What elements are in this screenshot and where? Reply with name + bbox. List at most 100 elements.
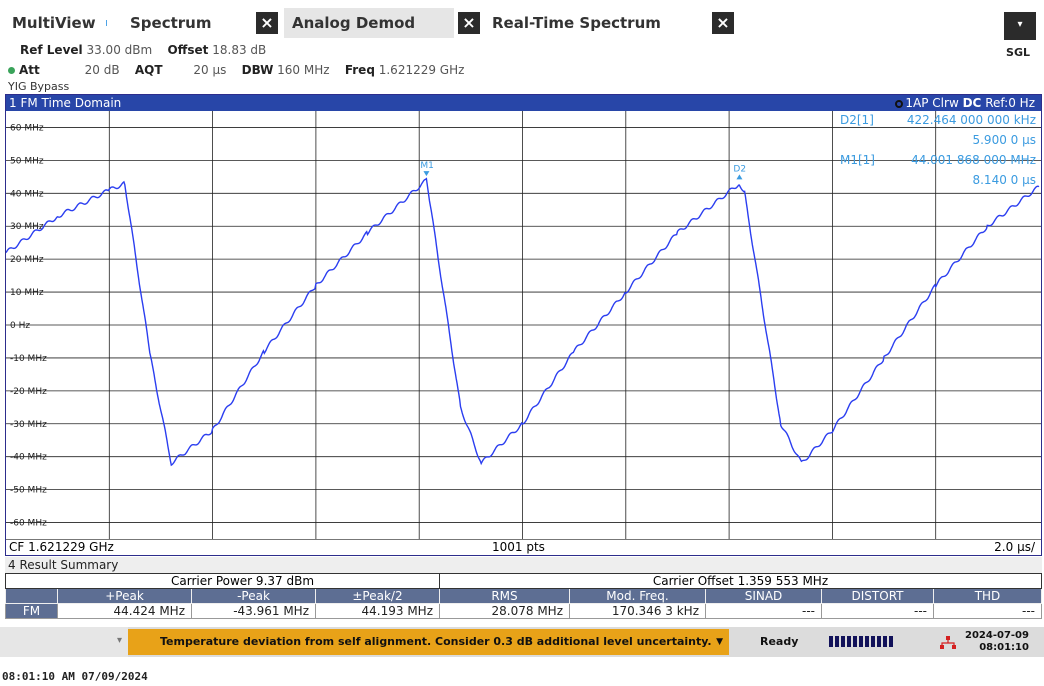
time-per-div: 2.0 µs/ <box>994 540 1035 554</box>
table-cell: 44.424 MHz <box>57 603 192 619</box>
result-summary-table: Carrier Power 9.37 dBm Carrier Offset 1.… <box>5 573 1042 619</box>
offset-label: Offset <box>167 43 209 57</box>
marker-d2-name: D2[1] <box>840 113 874 127</box>
table-cell: --- <box>821 603 934 619</box>
carrier-power: Carrier Power 9.37 dBm <box>5 573 440 589</box>
marker-m1-symbol <box>423 171 430 177</box>
dc-coupling-label: DC <box>962 96 982 110</box>
column-header: -Peak <box>191 588 316 604</box>
y-tick-label: -20 MHz <box>10 387 47 397</box>
marker-d2-time: 5.900 0 µs <box>972 133 1036 147</box>
row-label-fm: FM <box>5 603 58 619</box>
marker-m1-value: 44.001 868 000 MHz <box>911 153 1036 167</box>
att-status-icon <box>8 67 15 74</box>
dbw-value[interactable]: 160 MHz <box>277 63 330 77</box>
points-count: 1001 pts <box>492 540 545 554</box>
tab-spectrum[interactable]: Spectrum <box>122 8 282 38</box>
att-value[interactable]: 20 dB <box>84 63 120 77</box>
marker-m1-name: M1[1] <box>840 153 875 167</box>
warning-message[interactable]: Temperature deviation from self alignmen… <box>128 629 729 655</box>
table-cell: --- <box>705 603 822 619</box>
column-header: Mod. Freq. <box>569 588 706 604</box>
yig-bypass-label: YIG Bypass <box>8 80 70 93</box>
y-tick-label: 30 MHz <box>10 222 44 232</box>
y-tick-label: 40 MHz <box>10 189 44 199</box>
marker-d2-tag: D2 <box>733 164 746 174</box>
dbw-label: DBW <box>241 63 274 77</box>
tab-spectrum-label: Spectrum <box>130 14 212 32</box>
y-tick-label: -10 MHz <box>10 354 47 364</box>
att-label: Att <box>19 63 40 77</box>
screenshot-timestamp: 08:01:10 AM 07/09/2024 <box>2 670 148 683</box>
column-header <box>5 588 58 604</box>
column-header: ±Peak/2 <box>315 588 440 604</box>
table-cell: 170.346 3 kHz <box>569 603 706 619</box>
status-left-block[interactable]: ▾ <box>0 627 128 657</box>
ready-status: Ready <box>760 635 799 648</box>
ref-level-value[interactable]: 33.00 dBm <box>86 43 153 57</box>
tab-bar: MultiView Spectrum × Analog Demod × Real… <box>0 4 1044 40</box>
status-time: 08:01:10 <box>979 642 1029 653</box>
result-summary-window[interactable]: 4 Result Summary Carrier Power 9.37 dBm … <box>5 557 1042 627</box>
y-tick-label: 20 MHz <box>10 255 44 265</box>
close-analog-demod-tab-icon[interactable]: × <box>458 12 480 34</box>
table-row: FM 44.424 MHz -43.961 MHz 44.193 MHz 28.… <box>5 603 1042 619</box>
status-date: 2024-07-09 <box>965 630 1029 641</box>
fm-time-domain-plot[interactable]: 60 MHz 50 MHz 40 MHz 30 MHz 20 MHz 10 MHz 0 Hz… <box>6 111 1041 539</box>
diagram-title: 1 FM Time Domain <box>9 96 122 110</box>
y-tick-label: 10 MHz <box>10 288 44 298</box>
status-bar: ▾ Temperature deviation from self alignm… <box>0 627 1044 657</box>
column-header: THD <box>933 588 1042 604</box>
close-spectrum-tab-icon[interactable]: × <box>256 12 278 34</box>
chevron-down-icon: ▾ <box>116 635 122 646</box>
network-icon[interactable] <box>940 636 956 650</box>
diagram-title-bar: 1 FM Time Domain 1AP Clrw DC Ref:0 Hz <box>6 95 1041 111</box>
plot-grid <box>6 111 1041 539</box>
y-tick-label: 50 MHz <box>10 156 44 166</box>
trace-indicator-icon <box>895 99 904 108</box>
table-header-row: +Peak -Peak ±Peak/2 RMS Mod. Freq. SINAD… <box>5 588 1042 604</box>
marker-m1-tag: M1 <box>420 161 434 171</box>
ref-level-label: Ref Level <box>20 43 83 57</box>
tab-analog-demod-label: Analog Demod <box>292 14 416 32</box>
sgl-label[interactable]: SGL <box>1006 46 1030 59</box>
tab-multiview[interactable]: MultiView <box>4 8 116 38</box>
table-cell: -43.961 MHz <box>191 603 316 619</box>
column-header: DISTORT <box>821 588 934 604</box>
tab-real-time-spectrum-label: Real-Time Spectrum <box>492 14 661 32</box>
y-tick-label: -40 MHz <box>10 453 47 463</box>
fm-time-domain-window[interactable]: 1 FM Time Domain 1AP Clrw DC Ref:0 Hz 60… <box>5 94 1042 556</box>
tab-real-time-spectrum[interactable]: Real-Time Spectrum <box>484 8 704 38</box>
column-header: RMS <box>439 588 570 604</box>
aqt-value[interactable]: 20 µs <box>193 63 227 77</box>
offset-value[interactable]: 18.83 dB <box>212 43 267 57</box>
y-axis-ticks: 60 MHz 50 MHz 40 MHz 30 MHz 20 MHz 10 MHz 0 Hz… <box>10 123 47 528</box>
message-dropdown-icon[interactable]: ▼ <box>716 637 723 647</box>
diagram-footer: CF 1.621229 GHz 1001 pts 2.0 µs/ <box>6 539 1041 555</box>
y-tick-label: 0 Hz <box>10 321 30 331</box>
column-header: +Peak <box>57 588 192 604</box>
freq-value[interactable]: 1.621229 GHz <box>378 63 465 77</box>
y-tick-label: -30 MHz <box>10 420 47 430</box>
aqt-label: AQT <box>134 63 163 77</box>
plot-markers: M1 D2 <box>420 161 746 180</box>
column-header: SINAD <box>705 588 822 604</box>
carrier-offset: Carrier Offset 1.359 553 MHz <box>439 573 1042 589</box>
freq-label: Freq <box>344 63 375 77</box>
warning-message-text: Temperature deviation from self alignmen… <box>160 635 712 648</box>
center-frequency: CF 1.621229 GHz <box>9 540 114 554</box>
y-tick-label: -60 MHz <box>10 519 47 529</box>
settings-bar: Ref Level 33.00 dBm Offset 18.83 dB Att … <box>0 40 1044 94</box>
dropdown-icon[interactable]: ▾ <box>1004 12 1036 40</box>
datetime-display[interactable]: 2024-07-09 08:01:10 <box>965 630 1029 654</box>
table-cell: 44.193 MHz <box>315 603 440 619</box>
fm-trace-line <box>6 177 1040 467</box>
tab-multiview-label: MultiView <box>12 14 96 32</box>
tab-analog-demod[interactable]: Analog Demod <box>284 8 454 38</box>
y-tick-label: -50 MHz <box>10 486 47 496</box>
ref-label: Ref:0 Hz <box>985 96 1035 110</box>
close-real-time-spectrum-tab-icon[interactable]: × <box>712 12 734 34</box>
marker-d2-value: 422.464 000 000 kHz <box>907 113 1036 127</box>
table-cell: --- <box>933 603 1042 619</box>
y-tick-label: 60 MHz <box>10 123 44 133</box>
